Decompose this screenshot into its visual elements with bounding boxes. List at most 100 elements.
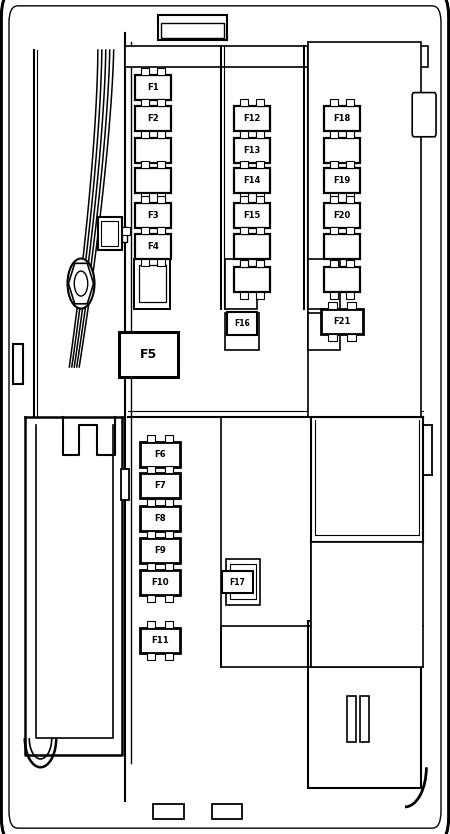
Bar xyxy=(346,260,354,267)
Text: F1: F1 xyxy=(147,83,159,92)
Bar xyxy=(147,467,155,474)
Bar xyxy=(346,292,354,299)
Text: F18: F18 xyxy=(333,114,351,123)
Bar xyxy=(330,99,338,106)
Bar xyxy=(165,563,173,570)
Bar xyxy=(240,193,248,200)
Bar xyxy=(308,42,421,417)
Text: F3: F3 xyxy=(147,211,159,219)
Text: F11: F11 xyxy=(151,636,169,645)
FancyBboxPatch shape xyxy=(234,234,270,259)
FancyBboxPatch shape xyxy=(234,267,270,292)
Bar xyxy=(330,292,338,299)
Bar xyxy=(347,334,356,341)
Bar xyxy=(141,99,149,106)
FancyBboxPatch shape xyxy=(227,313,257,335)
Bar xyxy=(147,621,155,628)
Bar xyxy=(147,498,155,505)
FancyBboxPatch shape xyxy=(135,75,171,100)
Bar xyxy=(240,228,248,234)
Bar xyxy=(161,23,224,38)
Bar xyxy=(346,162,354,168)
Bar xyxy=(147,595,155,601)
Bar xyxy=(256,228,264,234)
FancyBboxPatch shape xyxy=(140,538,180,563)
Text: F17: F17 xyxy=(230,578,246,586)
Bar xyxy=(153,804,184,819)
Bar xyxy=(240,259,248,266)
Bar xyxy=(346,696,356,742)
Bar xyxy=(141,163,149,169)
FancyBboxPatch shape xyxy=(234,203,270,228)
FancyBboxPatch shape xyxy=(324,168,360,193)
Bar xyxy=(330,131,338,138)
Bar xyxy=(308,259,340,309)
FancyBboxPatch shape xyxy=(135,234,171,259)
Bar xyxy=(147,500,155,506)
Bar xyxy=(165,621,173,628)
Bar xyxy=(256,99,264,106)
Bar xyxy=(346,99,354,106)
FancyBboxPatch shape xyxy=(222,570,253,594)
Bar xyxy=(158,163,165,169)
Bar xyxy=(230,564,256,599)
Bar xyxy=(240,99,248,106)
Bar xyxy=(141,68,149,75)
Bar xyxy=(141,100,149,107)
Bar xyxy=(139,265,166,302)
Bar xyxy=(141,228,149,234)
Bar xyxy=(98,217,122,250)
Bar xyxy=(158,162,165,168)
Text: F10: F10 xyxy=(151,578,169,586)
FancyBboxPatch shape xyxy=(140,442,180,467)
Bar xyxy=(147,563,155,570)
FancyBboxPatch shape xyxy=(324,203,360,228)
Bar xyxy=(346,131,354,138)
Bar xyxy=(158,196,165,203)
Bar xyxy=(256,163,264,169)
Bar xyxy=(330,228,338,234)
Bar xyxy=(330,196,338,203)
Bar xyxy=(125,46,428,67)
FancyBboxPatch shape xyxy=(140,473,180,498)
Bar xyxy=(212,804,242,819)
Bar xyxy=(240,131,248,138)
Bar xyxy=(328,303,337,309)
Bar xyxy=(141,131,149,138)
Bar xyxy=(346,228,354,234)
Bar xyxy=(346,196,354,203)
Bar xyxy=(158,68,165,75)
Text: F14: F14 xyxy=(243,177,261,185)
Bar xyxy=(158,193,165,200)
Text: F16: F16 xyxy=(234,319,250,328)
Bar xyxy=(158,99,165,106)
Bar xyxy=(330,193,338,200)
Text: F20: F20 xyxy=(333,211,351,219)
Text: F2: F2 xyxy=(147,114,159,123)
Circle shape xyxy=(68,259,94,309)
Bar xyxy=(165,466,173,473)
Bar xyxy=(240,260,248,267)
Bar xyxy=(256,196,264,203)
Bar xyxy=(256,193,264,200)
Bar xyxy=(158,228,165,234)
Circle shape xyxy=(74,271,88,296)
Bar xyxy=(122,227,130,235)
Text: F6: F6 xyxy=(154,450,166,459)
Bar xyxy=(165,435,173,442)
Bar xyxy=(165,531,173,538)
Bar xyxy=(13,344,22,384)
Bar xyxy=(147,563,155,570)
Bar xyxy=(141,259,149,266)
Bar xyxy=(330,260,338,267)
Bar xyxy=(141,196,149,203)
Bar xyxy=(240,131,248,138)
Bar xyxy=(158,228,165,234)
Bar xyxy=(165,500,173,506)
FancyBboxPatch shape xyxy=(135,168,171,193)
Bar xyxy=(122,227,127,242)
FancyBboxPatch shape xyxy=(324,138,360,163)
Bar xyxy=(310,542,423,667)
FancyBboxPatch shape xyxy=(324,106,360,131)
Bar xyxy=(158,131,165,138)
